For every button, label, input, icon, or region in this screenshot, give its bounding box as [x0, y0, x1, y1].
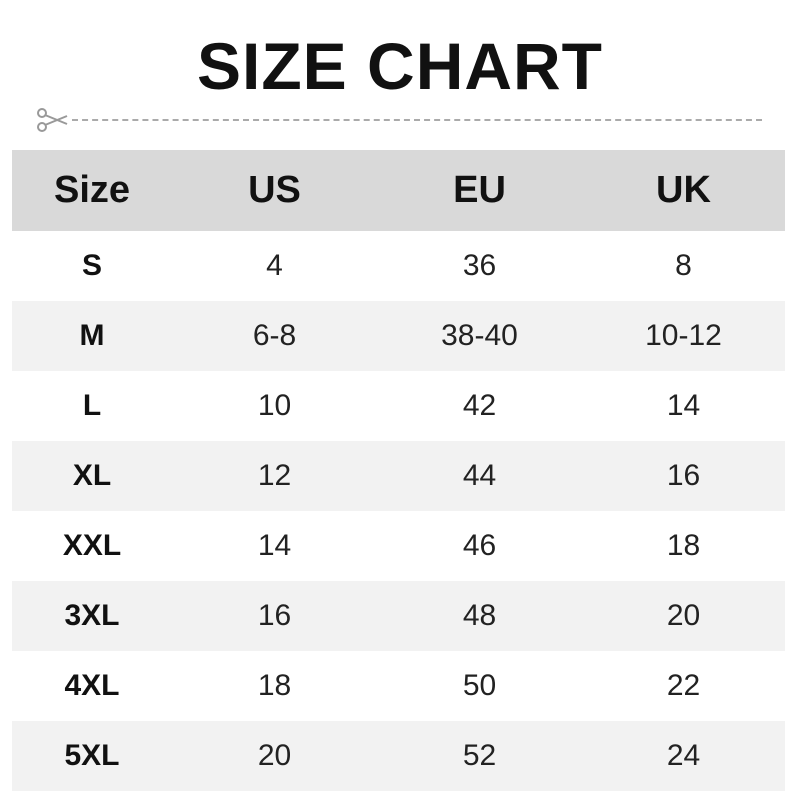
cut-line: [34, 107, 774, 133]
value-cell: 42: [462, 389, 497, 422]
value-cell: 10: [257, 389, 292, 422]
value-cell: 44: [377, 441, 582, 511]
value-cell: 48: [377, 581, 582, 651]
table-row: L 10 42 14: [12, 371, 785, 441]
column-header: EU: [377, 150, 582, 231]
header-row: Size US EU UK: [12, 150, 785, 231]
value-cell: 36: [462, 249, 497, 282]
value-cell: 10-12: [582, 301, 785, 371]
value-cell: 6-8: [172, 301, 377, 371]
table-row: 5XL 20 52 24: [12, 721, 785, 791]
column-header: US: [172, 150, 377, 231]
size-cell: 3XL: [12, 581, 172, 651]
size-cell: XL: [12, 441, 172, 511]
table-row: 4XL 18 50 22: [12, 651, 785, 721]
size-cell: S: [81, 249, 102, 282]
value-cell: 18: [666, 529, 701, 562]
value-cell: 18: [257, 669, 292, 702]
value-cell: 52: [377, 721, 582, 791]
size-cell: XXL: [62, 529, 122, 562]
value-cell: 4: [266, 249, 283, 282]
scissors-icon: [37, 108, 68, 132]
table-row: 3XL 16 48 20: [12, 581, 785, 651]
value-cell: 50: [462, 669, 497, 702]
value-cell: 38-40: [377, 301, 582, 371]
size-cell: 5XL: [12, 721, 172, 791]
table-row: XL 12 44 16: [12, 441, 785, 511]
value-cell: 16: [582, 441, 785, 511]
size-cell: L: [82, 389, 102, 422]
table-row: XXL 14 46 18: [12, 511, 785, 581]
value-cell: 20: [172, 721, 377, 791]
value-cell: 14: [257, 529, 292, 562]
value-cell: 8: [675, 249, 692, 282]
value-cell: 14: [666, 389, 701, 422]
column-header: Size: [12, 150, 172, 231]
value-cell: 24: [582, 721, 785, 791]
value-cell: 12: [172, 441, 377, 511]
value-cell: 22: [666, 669, 701, 702]
value-cell: 16: [172, 581, 377, 651]
size-cell: 4XL: [64, 669, 120, 702]
dashed-line: [72, 119, 762, 121]
value-cell: 46: [462, 529, 497, 562]
value-cell: 20: [582, 581, 785, 651]
column-header: UK: [582, 150, 785, 231]
table-row: M 6-8 38-40 10-12: [12, 301, 785, 371]
table-row: S 4 36 8: [12, 231, 785, 301]
page-title: SIZE CHART: [197, 29, 603, 103]
size-table: Size US EU UK S 4 36 8 M 6-8 38-40 10-12 L 10 42 14 XL 1…: [12, 150, 785, 791]
size-cell: M: [12, 301, 172, 371]
